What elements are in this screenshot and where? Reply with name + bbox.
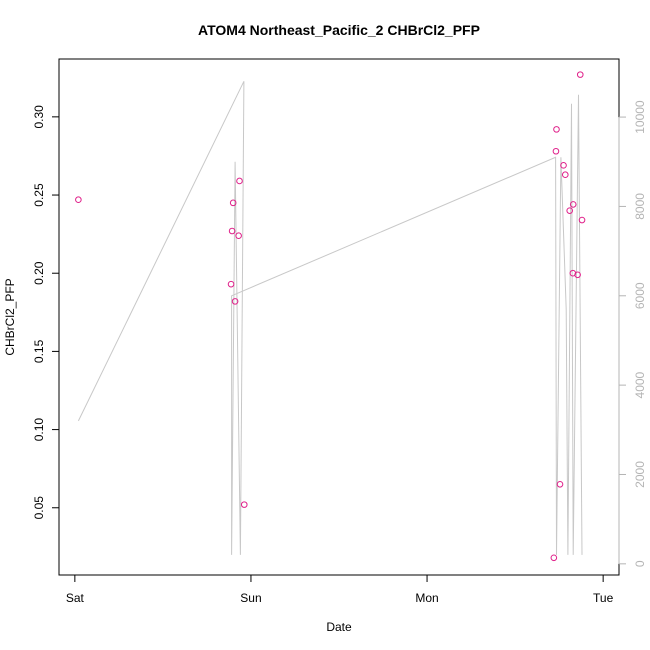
- data-point: [566, 207, 573, 214]
- y-tick-label: 0.10: [32, 418, 46, 442]
- data-point: [235, 232, 242, 239]
- data-point: [75, 196, 82, 204]
- x-tick-label: Sat: [66, 591, 85, 605]
- y2-tick-label: 8000: [633, 193, 647, 220]
- data-point: [229, 199, 237, 207]
- data-point: [228, 227, 236, 235]
- data-point: [560, 162, 567, 169]
- y-axis-title: CHBrCl2_PFP: [3, 278, 17, 355]
- x-tick-label: Tue: [593, 591, 614, 605]
- x-tick-label: Sun: [240, 591, 261, 605]
- y2-tick-label: 2000: [633, 461, 647, 488]
- y-tick-label: 0.30: [32, 105, 46, 129]
- y-axis-left: 0.05 0.10 0.15 0.20 0.25 0.30: [32, 105, 60, 520]
- plot-frame: [58, 58, 620, 576]
- data-point: [561, 171, 569, 179]
- y2-tick-label: 0: [633, 560, 647, 567]
- data-point: [569, 201, 577, 208]
- x-tick-label: Mon: [415, 591, 438, 605]
- data-point: [227, 280, 235, 288]
- x-axis: Sat Sun Mon Tue: [66, 574, 614, 605]
- data-point: [552, 147, 560, 155]
- y-tick-label: 0.20: [32, 261, 46, 285]
- data-point: [553, 126, 560, 133]
- data-point: [576, 71, 584, 78]
- x-axis-title: Date: [326, 620, 352, 634]
- data-point: [550, 554, 558, 562]
- data-point: [574, 271, 581, 279]
- data-point: [231, 298, 239, 305]
- primary-series-points: [75, 71, 586, 562]
- y2-tick-label: 10000: [633, 100, 647, 134]
- y2-tick-label: 6000: [633, 282, 647, 309]
- y2-tick-label: 4000: [633, 371, 647, 398]
- y-tick-label: 0.25: [32, 183, 46, 207]
- data-point: [240, 501, 248, 508]
- data-point: [578, 216, 586, 224]
- y-axis-right: 0 2000 4000 6000 8000 10000: [618, 100, 647, 567]
- chart-title: ATOM4 Northeast_Pacific_2 CHBrCl2_PFP: [198, 22, 480, 38]
- y-tick-label: 0.05: [32, 496, 46, 520]
- series-line-path: [77, 81, 583, 555]
- secondary-series-line: [77, 81, 583, 555]
- data-point: [236, 177, 243, 185]
- data-point: [556, 481, 564, 488]
- y-tick-label: 0.15: [32, 339, 46, 363]
